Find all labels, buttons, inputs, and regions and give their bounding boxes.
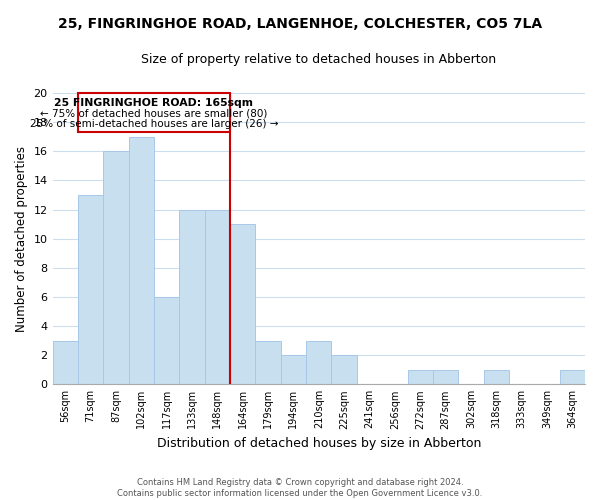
Y-axis label: Number of detached properties: Number of detached properties — [15, 146, 28, 332]
Bar — [484, 370, 509, 384]
Bar — [230, 224, 256, 384]
FancyBboxPatch shape — [79, 93, 230, 132]
Bar — [560, 370, 585, 384]
Bar — [205, 210, 230, 384]
Bar — [331, 355, 357, 384]
Bar — [78, 195, 103, 384]
Text: 25, FINGRINGHOE ROAD, LANGENHOE, COLCHESTER, CO5 7LA: 25, FINGRINGHOE ROAD, LANGENHOE, COLCHES… — [58, 18, 542, 32]
Bar — [53, 340, 78, 384]
Bar — [256, 340, 281, 384]
Text: ← 75% of detached houses are smaller (80): ← 75% of detached houses are smaller (80… — [40, 108, 268, 118]
Title: Size of property relative to detached houses in Abberton: Size of property relative to detached ho… — [141, 52, 496, 66]
Bar — [128, 136, 154, 384]
Bar — [407, 370, 433, 384]
Bar — [154, 297, 179, 384]
X-axis label: Distribution of detached houses by size in Abberton: Distribution of detached houses by size … — [157, 437, 481, 450]
Text: 25% of semi-detached houses are larger (26) →: 25% of semi-detached houses are larger (… — [30, 120, 278, 130]
Text: Contains HM Land Registry data © Crown copyright and database right 2024.
Contai: Contains HM Land Registry data © Crown c… — [118, 478, 482, 498]
Bar — [179, 210, 205, 384]
Bar — [103, 152, 128, 384]
Text: 25 FINGRINGHOE ROAD: 165sqm: 25 FINGRINGHOE ROAD: 165sqm — [55, 98, 253, 108]
Bar — [433, 370, 458, 384]
Bar — [281, 355, 306, 384]
Bar — [306, 340, 331, 384]
